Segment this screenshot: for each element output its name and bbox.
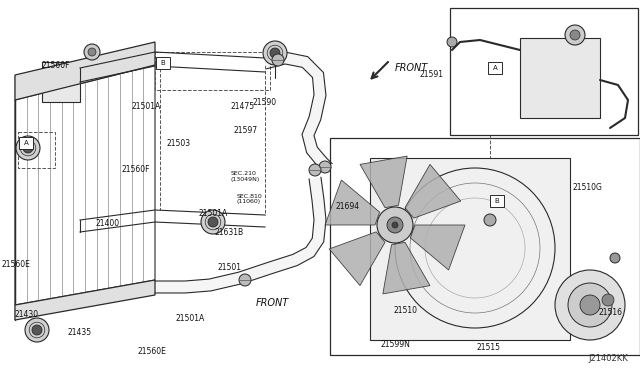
Text: 21631B: 21631B (214, 228, 244, 237)
Circle shape (568, 283, 612, 327)
Bar (450, 8, 638, 135)
Circle shape (32, 325, 42, 335)
Text: FRONT: FRONT (256, 298, 289, 308)
Circle shape (447, 37, 457, 47)
Circle shape (88, 48, 96, 56)
Circle shape (201, 210, 225, 234)
Bar (520, 38, 600, 118)
Text: 21599N: 21599N (381, 340, 411, 349)
Text: 21510G: 21510G (573, 183, 603, 192)
Circle shape (270, 48, 280, 58)
Text: 21560F: 21560F (122, 165, 150, 174)
Polygon shape (264, 52, 332, 172)
Circle shape (208, 217, 218, 227)
Text: 21560E: 21560E (1, 260, 30, 269)
Circle shape (239, 274, 251, 286)
Polygon shape (15, 42, 155, 100)
Circle shape (377, 207, 413, 243)
Text: 21430: 21430 (14, 310, 38, 319)
Text: 21501A: 21501A (131, 102, 161, 110)
Text: 21694: 21694 (336, 202, 360, 211)
Bar (370, 158, 570, 340)
Polygon shape (325, 180, 380, 225)
FancyBboxPatch shape (490, 195, 504, 207)
Text: 21515: 21515 (477, 343, 501, 352)
Text: 21501: 21501 (218, 263, 242, 272)
FancyBboxPatch shape (19, 137, 33, 149)
Text: 21510: 21510 (394, 306, 418, 315)
Circle shape (580, 295, 600, 315)
Circle shape (23, 143, 33, 153)
Text: 21560E: 21560E (138, 347, 166, 356)
Polygon shape (329, 232, 385, 286)
Text: 21516: 21516 (598, 308, 623, 317)
Polygon shape (383, 242, 430, 294)
Bar (155, 52, 270, 90)
Text: 21560F: 21560F (42, 61, 70, 70)
Circle shape (263, 41, 287, 65)
Text: 21591: 21591 (419, 70, 444, 79)
Text: A: A (493, 65, 497, 71)
Bar (18, 132, 55, 168)
Bar (42, 62, 80, 102)
Text: B: B (495, 198, 499, 204)
Bar (330, 138, 640, 355)
Text: SEC.810
(11060): SEC.810 (11060) (237, 193, 262, 205)
Circle shape (602, 294, 614, 306)
Text: 21501A: 21501A (176, 314, 205, 323)
Text: 21597: 21597 (234, 126, 258, 135)
Circle shape (484, 214, 496, 226)
Circle shape (555, 270, 625, 340)
Text: B: B (161, 60, 165, 66)
Circle shape (565, 25, 585, 45)
Polygon shape (15, 280, 155, 320)
Circle shape (319, 161, 331, 173)
Text: J21402KK: J21402KK (588, 354, 628, 363)
Text: SEC.210
(13049N): SEC.210 (13049N) (230, 171, 260, 182)
Text: 21435: 21435 (67, 328, 92, 337)
Circle shape (272, 54, 284, 66)
Text: 21400: 21400 (96, 219, 120, 228)
Circle shape (392, 222, 398, 228)
Circle shape (84, 44, 100, 60)
Text: 21590: 21590 (253, 98, 277, 107)
Text: 21501A: 21501A (198, 209, 228, 218)
FancyBboxPatch shape (156, 57, 170, 69)
FancyBboxPatch shape (488, 62, 502, 74)
Polygon shape (360, 156, 407, 208)
Text: 21503: 21503 (166, 139, 191, 148)
Polygon shape (405, 164, 461, 218)
Polygon shape (410, 225, 465, 270)
Circle shape (309, 164, 321, 176)
Circle shape (16, 136, 40, 160)
Circle shape (610, 253, 620, 263)
Text: FRONT: FRONT (395, 63, 428, 73)
Circle shape (570, 30, 580, 40)
Text: 21475: 21475 (230, 102, 255, 110)
Polygon shape (155, 177, 326, 293)
Circle shape (25, 318, 49, 342)
Circle shape (387, 217, 403, 233)
Text: A: A (24, 140, 28, 146)
